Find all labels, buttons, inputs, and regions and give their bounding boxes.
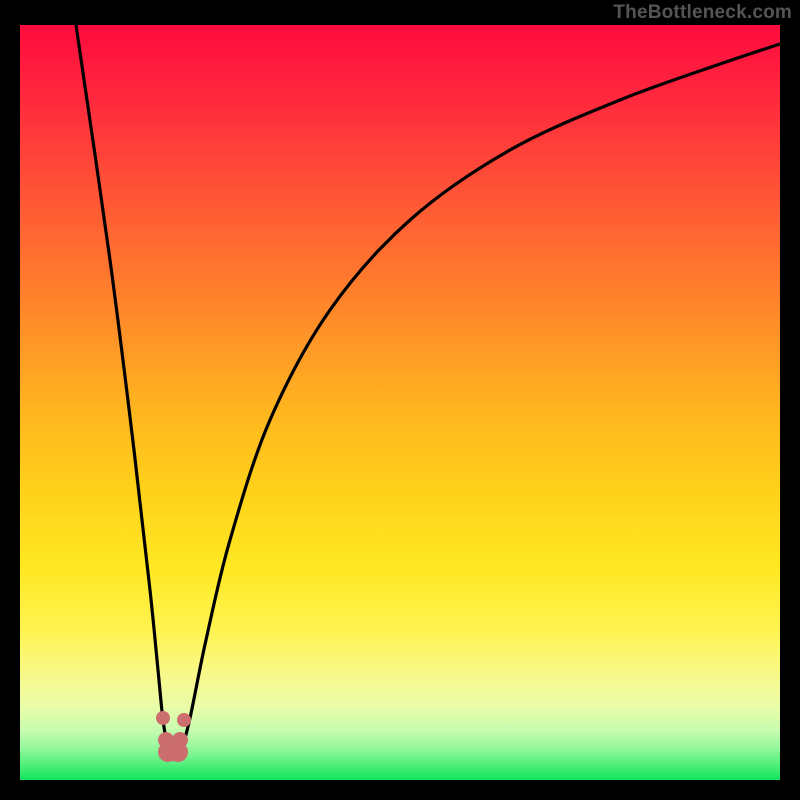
bottleneck-curve (76, 25, 780, 752)
curve-marker (177, 713, 191, 727)
watermark-text: TheBottleneck.com (613, 2, 792, 24)
curve-marker (156, 711, 170, 725)
curve-marker (172, 732, 188, 748)
curve-overlay (0, 0, 800, 800)
chart-canvas: TheBottleneck.com (0, 0, 800, 800)
